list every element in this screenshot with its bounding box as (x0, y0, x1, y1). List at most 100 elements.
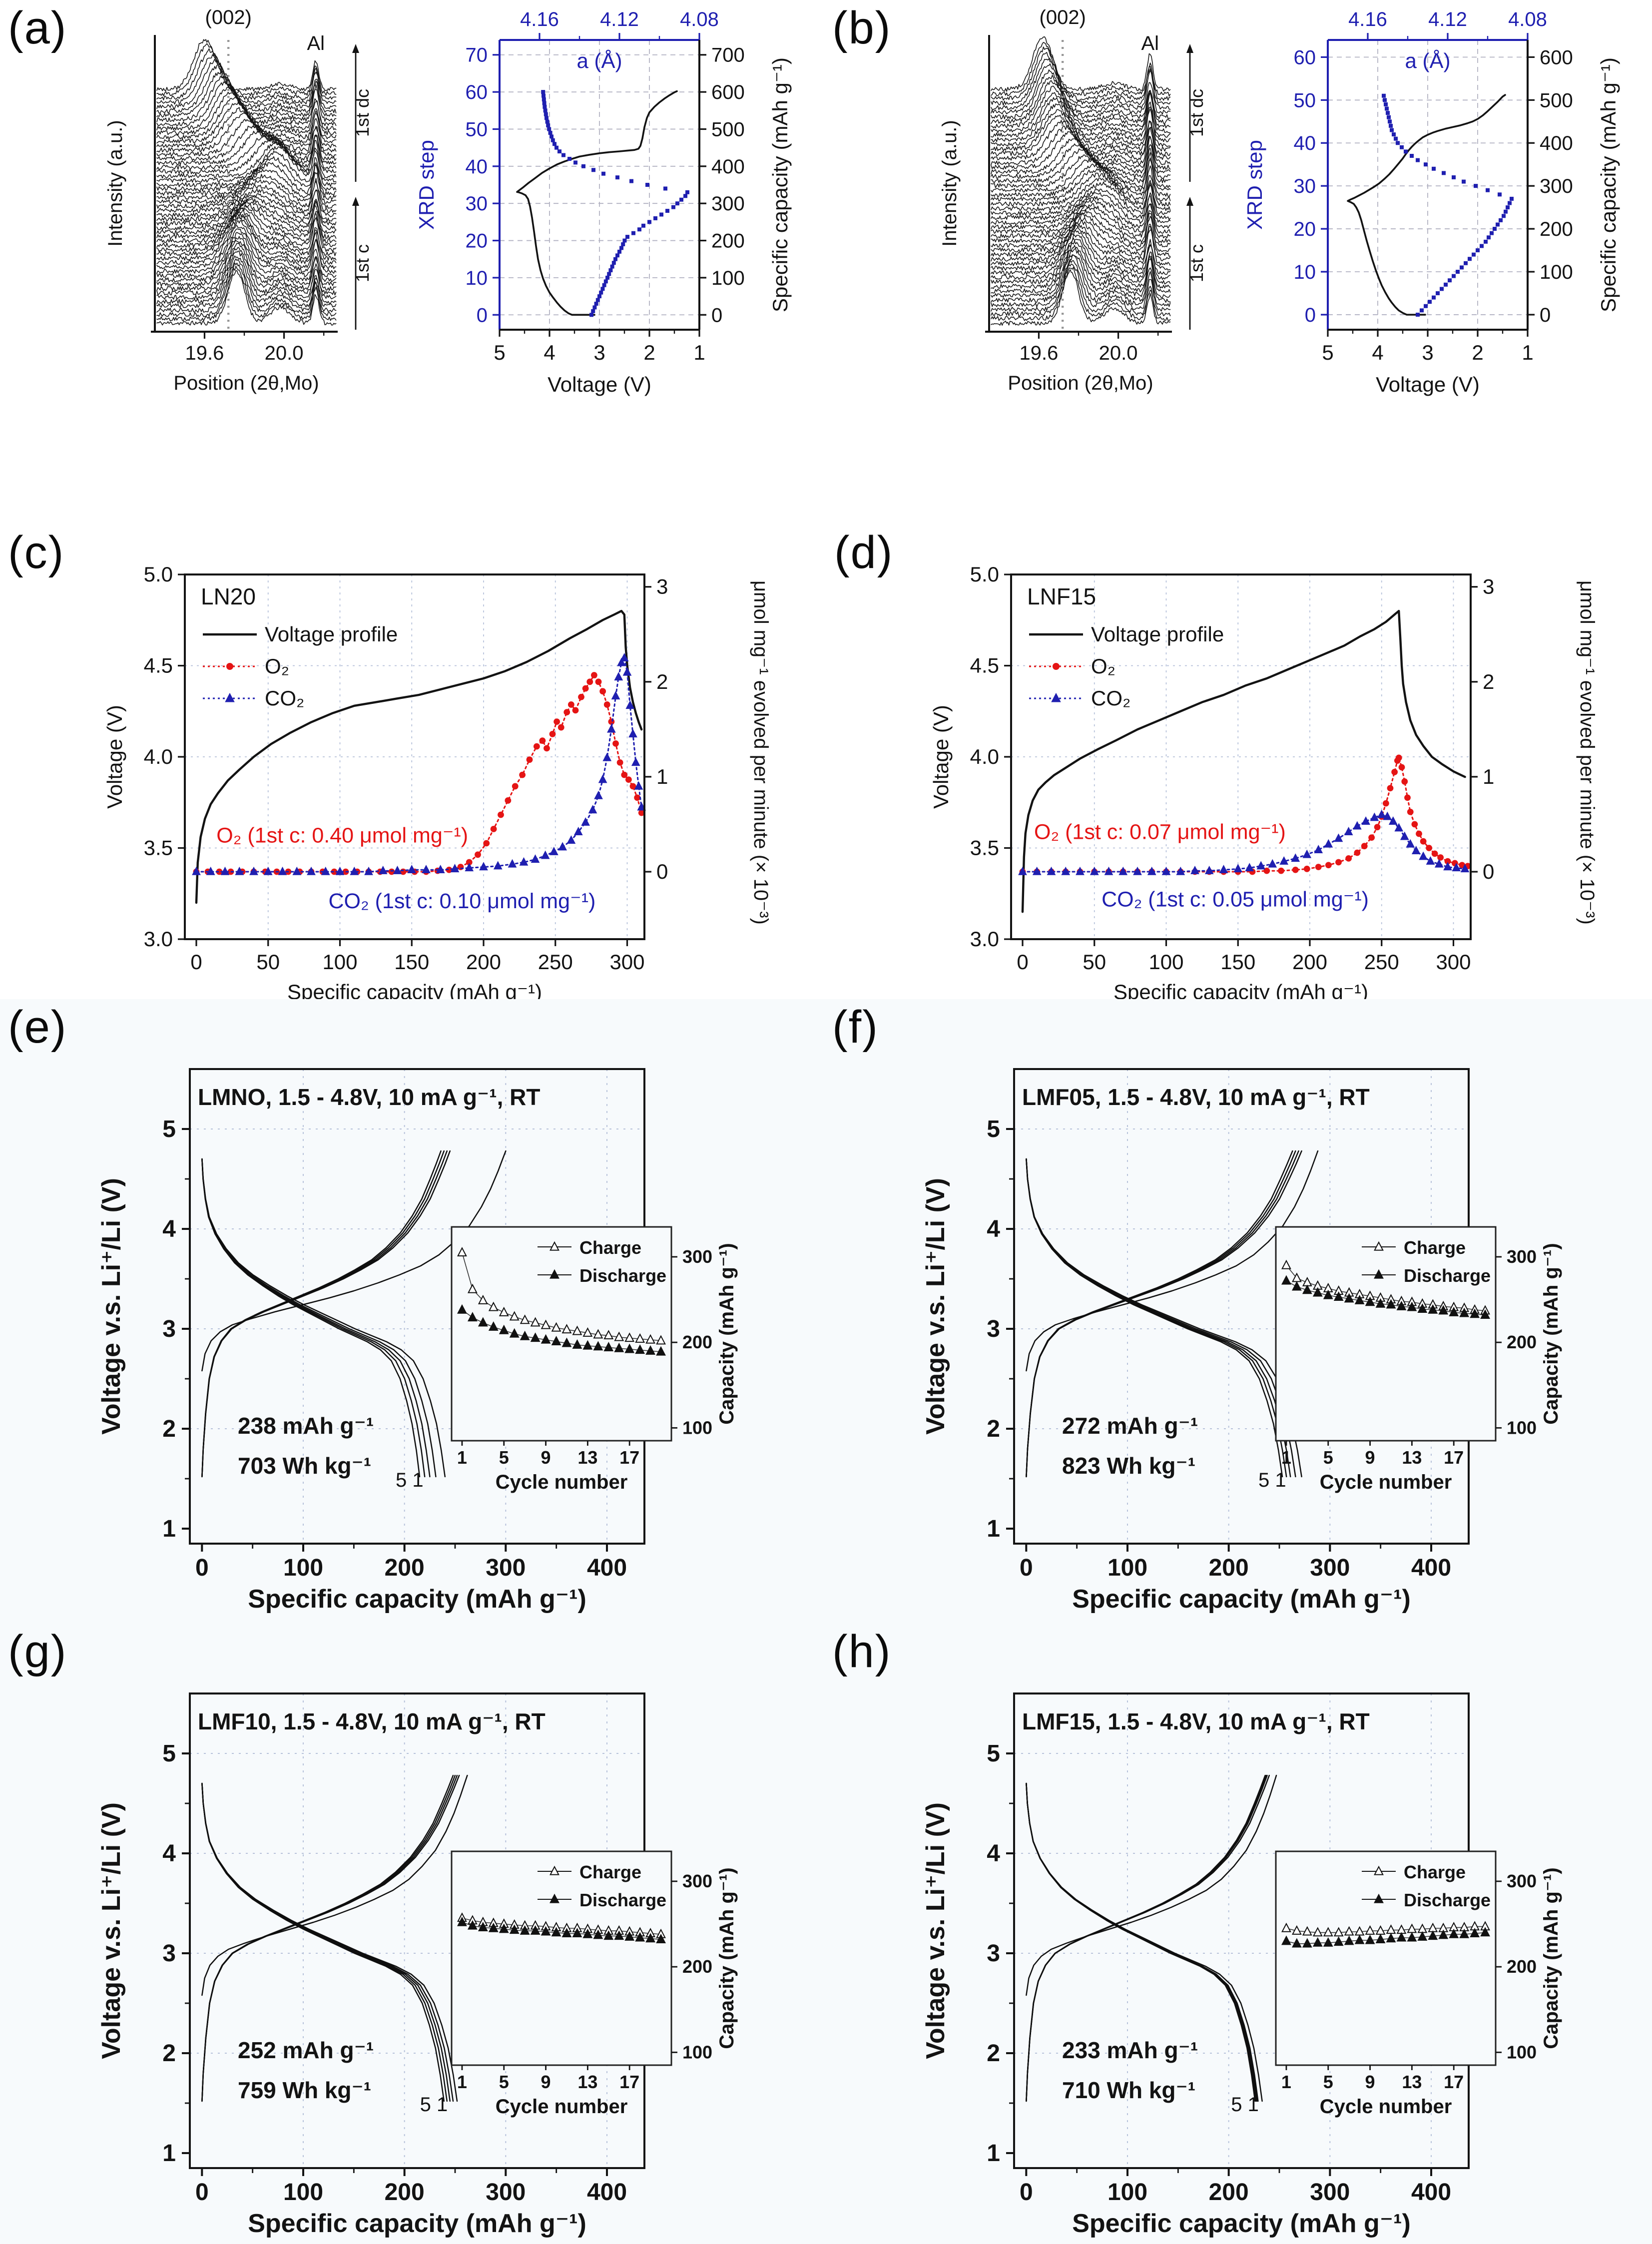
marker-triangle (192, 866, 201, 875)
annotation-energy: 710 Wh kg⁻¹ (1062, 2077, 1195, 2103)
lattice-a-point (1474, 184, 1478, 188)
xrd-trace (156, 202, 337, 239)
capacity-tick: 300 (486, 2179, 526, 2206)
inset-capacity-tick: 200 (682, 1956, 712, 1977)
xrd-trace (991, 52, 1171, 106)
xrd-trace (991, 152, 1171, 188)
xrd-trace (991, 177, 1171, 211)
arrow-label-1st-charge: 1st c (1186, 244, 1207, 282)
capacity-tick: 400 (711, 156, 745, 178)
xrd-trace (156, 240, 337, 291)
lattice-a-point (675, 201, 679, 206)
inset-capacity-tick: 200 (1507, 1956, 1537, 1977)
voltage-tick: 1 (987, 1516, 1000, 1542)
marker-triangle (1353, 821, 1362, 830)
voltage-tick: 5 (987, 1740, 1000, 1767)
marker-triangle (467, 1283, 478, 1293)
lattice-a-point (1383, 98, 1387, 102)
marker-triangle (1281, 1259, 1291, 1269)
marker-circle (1368, 834, 1375, 841)
marker-triangle (1344, 1293, 1354, 1303)
y-axis-label: Intensity (a.u.) (104, 120, 126, 246)
chart-a-xrd-waterfall: (002) Al 19.6 20.0 Position (2θ,Mo) Intensity… (104, 6, 373, 394)
xrd-step-tick: 10 (1294, 261, 1316, 283)
cycle-order-label: 5 1 (396, 1469, 424, 1491)
xrd-trace (156, 242, 337, 296)
lattice-a-point (653, 216, 657, 220)
xrd-trace (991, 97, 1171, 142)
xrd-trace (991, 259, 1171, 312)
marker-triangle (1302, 1938, 1312, 1948)
capacity-tick: 300 (609, 950, 644, 974)
marker-circle (629, 783, 636, 790)
marker-triangle (1268, 859, 1277, 868)
voltage-profile-curve (1021, 609, 1466, 913)
lattice-a-point (1424, 304, 1428, 308)
voltage-tick: 3 (162, 1940, 176, 1967)
marker-triangle (1419, 851, 1428, 860)
marker-circle (1431, 850, 1438, 857)
marker-triangle (1176, 866, 1185, 875)
al-peak-label: Al (307, 32, 325, 54)
chart-a-voltage-lattice: 0 10 20 30 40 50 60 70 4.16 4.12 4.08 0 100 200 300 400… (415, 8, 792, 396)
marker-circle (331, 868, 338, 875)
marker-triangle (588, 805, 597, 814)
lattice-a-point (679, 197, 683, 202)
xrd-trace (156, 178, 337, 213)
voltage-tick: 3 (987, 1316, 1000, 1342)
xrd-step-tick: 50 (466, 118, 488, 140)
marker-circle (1426, 845, 1433, 851)
lattice-a-point (1385, 106, 1389, 111)
marker-triangle (624, 1343, 635, 1353)
marker-circle (490, 826, 497, 832)
lattice-a-point (1416, 158, 1420, 162)
marker-triangle (635, 1344, 645, 1354)
marker-triangle (1428, 1304, 1438, 1314)
chart-g-cycling: 5 1 252 mAh g⁻¹ 759 Wh kg⁻¹ LMF10, 1.5 - 4.… (97, 1692, 738, 2238)
capacity-tick: 200 (1209, 2179, 1249, 2206)
gas-rate-tick: 2 (1483, 670, 1494, 693)
panel-d: (d) 3.0 3.5 4.0 4.5 5.0 0 1 2 3 0 50 100 150 200 250 30… (826, 525, 1652, 1004)
marker-triangle (541, 850, 550, 859)
lattice-a-point (1424, 162, 1428, 167)
lattice-a-point (1400, 145, 1404, 149)
capacity-tick: 100 (1107, 2179, 1147, 2206)
marker-triangle (1334, 833, 1343, 842)
lattice-a-point (573, 160, 577, 165)
marker-triangle (499, 1324, 509, 1334)
x-tick-label: 20.0 (265, 342, 304, 364)
xrd-step-tick: 30 (1294, 175, 1316, 197)
marker-triangle (478, 1922, 488, 1931)
arrowhead (352, 197, 359, 206)
xrd-trace (156, 146, 337, 183)
x-tick-label: 19.6 (1020, 342, 1059, 364)
marker-triangle (1407, 1932, 1417, 1942)
lattice-a-point (1440, 287, 1444, 291)
marker-triangle (1281, 1275, 1291, 1285)
capacity-tick: 0 (1017, 950, 1028, 974)
a-axis-label: a (Å) (576, 49, 622, 72)
voltage-tick: 2 (987, 2040, 1000, 2067)
xrd-trace (991, 180, 1171, 216)
marker-triangle (1361, 816, 1370, 825)
marker-triangle (335, 866, 345, 875)
inset-capacity-tick: 100 (682, 2042, 712, 2062)
marker-triangle (509, 1311, 520, 1321)
xrd-step-tick: 40 (1294, 132, 1316, 154)
capacity-tick: 200 (1209, 1555, 1249, 1581)
marker-triangle (582, 1928, 593, 1938)
annotation-capacity: 238 mAh g⁻¹ (238, 1413, 374, 1439)
marker-triangle (582, 1340, 593, 1350)
marker-circle (563, 709, 570, 716)
chart-e-cycling: 5 1 238 mAh g⁻¹ 703 Wh kg⁻¹ LMNO, 1.5 - 4.8… (97, 1068, 738, 1614)
inset-legend-discharge: Discharge (579, 1890, 666, 1910)
marker-triangle (656, 1346, 666, 1356)
lattice-a-point (545, 116, 549, 120)
inset-cycle-tick: 9 (1365, 2072, 1375, 2092)
annotation-co2: CO₂ (1st c: 0.10 μmol mg⁻¹) (329, 889, 596, 913)
capacity-tick: 0 (1020, 2179, 1033, 2206)
capacity-tick: 200 (385, 1555, 425, 1581)
marker-triangle (519, 857, 529, 866)
xrd-trace (156, 214, 337, 261)
annotation-o2: O₂ (1st c: 0.07 μmol mg⁻¹) (1034, 820, 1286, 844)
